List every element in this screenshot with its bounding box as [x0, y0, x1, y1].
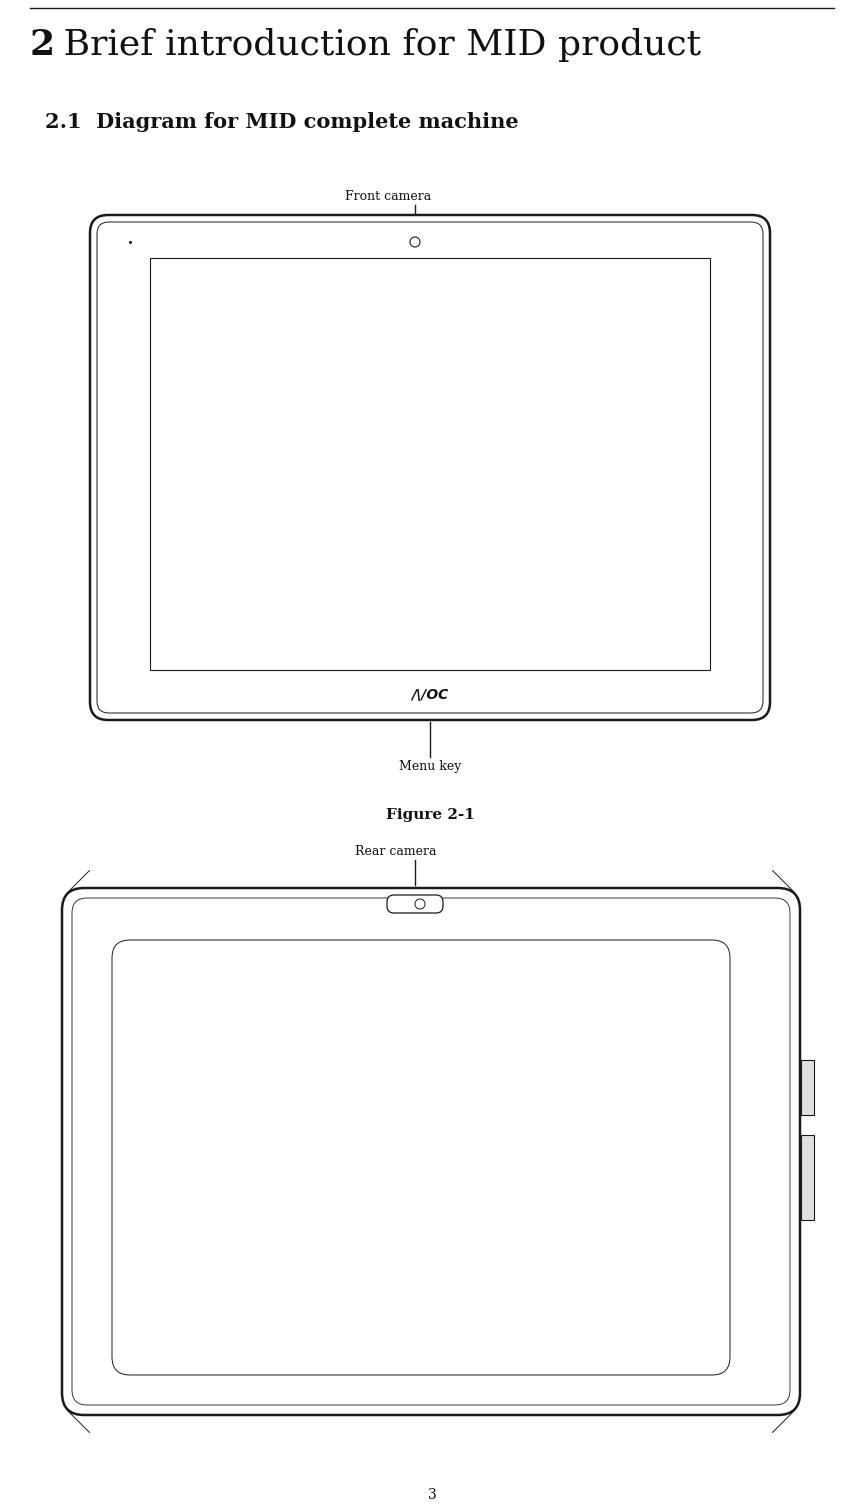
Bar [801, 1060, 814, 1114]
FancyBboxPatch shape [387, 895, 443, 913]
Text: Brief introduction for MID product: Brief introduction for MID product [52, 29, 701, 62]
FancyBboxPatch shape [112, 940, 730, 1375]
FancyBboxPatch shape [90, 215, 770, 720]
Text: 3: 3 [428, 1488, 436, 1501]
Text: Rear camera: Rear camera [355, 845, 436, 858]
FancyBboxPatch shape [62, 889, 800, 1416]
Text: Figure 2-1: Figure 2-1 [385, 809, 474, 822]
Bar [801, 1136, 814, 1220]
Text: /\/OC: /\/OC [411, 688, 448, 702]
FancyBboxPatch shape [72, 898, 790, 1405]
Text: 2.1  Diagram for MID complete machine: 2.1 Diagram for MID complete machine [45, 111, 518, 133]
Circle shape [410, 236, 420, 247]
Bar [150, 258, 710, 670]
Text: 2: 2 [30, 29, 55, 62]
Text: Menu key: Menu key [399, 761, 461, 773]
Circle shape [415, 899, 425, 910]
FancyBboxPatch shape [97, 221, 763, 712]
Text: Front camera: Front camera [345, 190, 431, 203]
